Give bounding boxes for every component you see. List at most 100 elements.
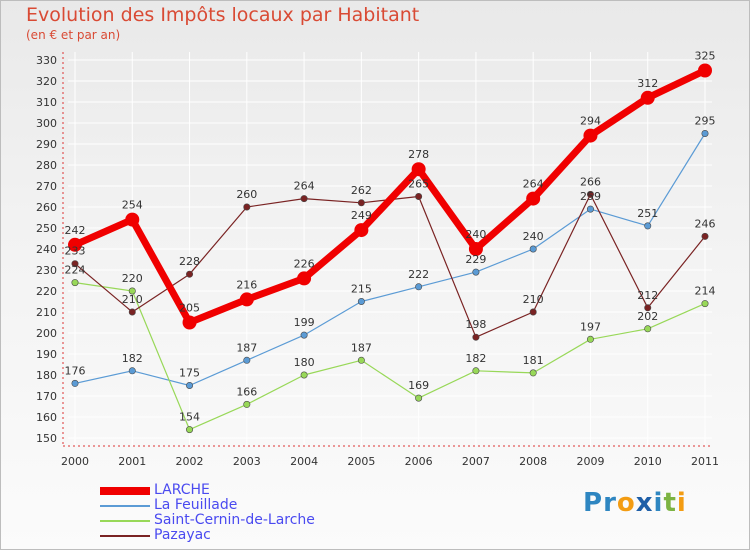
y-tick-label: 290 xyxy=(36,138,57,151)
data-label-pazayac: 233 xyxy=(65,245,86,258)
data-point-saint-cernin xyxy=(644,325,652,333)
data-point-pazayac xyxy=(701,232,709,240)
data-point-la-feuillade xyxy=(243,356,251,364)
data-label-larche: 226 xyxy=(294,257,315,270)
logo-letter: x xyxy=(635,488,654,518)
series-line-saint-cernin xyxy=(74,282,706,431)
data-label-larche: 254 xyxy=(122,199,143,212)
data-point-pazayac xyxy=(243,203,251,211)
data-point-la-feuillade xyxy=(128,367,136,375)
data-point-saint-cernin xyxy=(186,426,194,434)
y-tick-label: 200 xyxy=(36,327,57,340)
data-point-larche xyxy=(468,242,483,256)
data-label-pazayac: 210 xyxy=(122,293,143,306)
y-tick-label: 150 xyxy=(36,432,57,445)
y-tick-label: 160 xyxy=(36,411,57,424)
data-label-pazayac: 265 xyxy=(408,178,429,191)
data-label-larche: 249 xyxy=(351,209,372,222)
data-point-saint-cernin xyxy=(243,400,251,408)
data-label-larche: 312 xyxy=(637,77,658,90)
x-tick-label: 2005 xyxy=(347,455,375,468)
data-label-saint-cernin: 187 xyxy=(351,341,372,354)
y-tick-label: 250 xyxy=(36,222,57,235)
legend-swatch-saint-cernin xyxy=(100,520,150,522)
x-tick-label: 2007 xyxy=(462,455,490,468)
y-tick-label: 270 xyxy=(36,180,57,193)
data-point-pazayac xyxy=(586,190,594,198)
data-label-larche: 264 xyxy=(523,178,544,191)
data-label-la-feuillade: 176 xyxy=(65,364,86,377)
y-tick-label: 330 xyxy=(36,54,57,67)
data-point-larche xyxy=(411,162,426,177)
data-label-saint-cernin: 182 xyxy=(465,352,486,365)
y-tick-label: 280 xyxy=(36,159,57,172)
data-point-pazayac xyxy=(128,308,136,316)
data-point-pazayac xyxy=(357,199,365,207)
legend-label-la-feuillade: La Feuillade xyxy=(154,497,238,513)
y-tick-label: 230 xyxy=(36,264,57,277)
data-label-saint-cernin: 197 xyxy=(580,320,601,333)
x-tick-label: 2001 xyxy=(118,455,146,468)
data-label-la-feuillade: 215 xyxy=(351,283,372,296)
data-point-pazayac xyxy=(529,308,537,316)
logo-letter: o xyxy=(616,488,636,518)
data-point-la-feuillade xyxy=(701,130,709,138)
data-point-la-feuillade xyxy=(71,379,79,387)
chart-subtitle: (en € et par an) xyxy=(26,28,121,42)
data-point-la-feuillade xyxy=(357,297,365,305)
series-line-pazayac xyxy=(74,193,706,338)
legend: LARCHE La Feuillade Saint-Cernin-de-Larc… xyxy=(100,482,400,544)
y-tick-label: 240 xyxy=(36,243,57,256)
data-label-la-feuillade: 175 xyxy=(179,367,200,380)
x-tick-label: 2003 xyxy=(233,455,261,468)
y-tick-label: 170 xyxy=(36,390,57,403)
data-label-saint-cernin: 214 xyxy=(695,285,716,298)
data-point-la-feuillade xyxy=(415,283,423,291)
legend-swatch-larche xyxy=(100,487,150,495)
data-point-la-feuillade xyxy=(472,268,480,276)
series-line-larche xyxy=(71,67,709,326)
data-label-larche: 242 xyxy=(65,224,86,237)
data-label-larche: 240 xyxy=(465,228,486,241)
data-label-larche: 205 xyxy=(179,302,200,315)
data-label-la-feuillade: 240 xyxy=(523,230,544,243)
data-label-saint-cernin: 180 xyxy=(294,356,315,369)
data-point-larche xyxy=(239,292,254,307)
data-point-larche xyxy=(640,90,655,105)
data-label-la-feuillade: 295 xyxy=(695,115,716,128)
data-label-saint-cernin: 154 xyxy=(179,411,200,424)
data-point-saint-cernin xyxy=(71,279,79,287)
data-label-la-feuillade: 187 xyxy=(236,341,257,354)
legend-item-larche: LARCHE xyxy=(100,482,400,499)
data-point-pazayac xyxy=(415,193,423,201)
data-point-saint-cernin xyxy=(128,287,136,295)
data-label-la-feuillade: 199 xyxy=(294,316,315,329)
data-label-larche: 294 xyxy=(580,115,601,128)
logo-letter: r xyxy=(603,488,617,518)
data-label-pazayac: 212 xyxy=(637,289,658,302)
logo-letter: i xyxy=(653,488,664,518)
data-label-pazayac: 266 xyxy=(580,175,601,188)
y-tick-label: 220 xyxy=(36,285,57,298)
logo-letter: t xyxy=(663,488,677,518)
data-label-pazayac: 210 xyxy=(523,293,544,306)
data-point-la-feuillade xyxy=(644,222,652,230)
data-label-la-feuillade: 259 xyxy=(580,190,601,203)
data-point-larche xyxy=(354,223,369,238)
data-point-larche xyxy=(68,237,82,252)
data-label-larche: 216 xyxy=(236,278,257,291)
data-point-larche xyxy=(526,191,541,206)
y-tick-label: 190 xyxy=(36,348,57,361)
data-point-saint-cernin xyxy=(529,369,537,377)
data-label-saint-cernin: 166 xyxy=(236,385,257,398)
data-point-pazayac xyxy=(472,333,480,341)
data-label-pazayac: 264 xyxy=(294,180,315,193)
series-line-la-feuillade xyxy=(74,132,706,387)
data-label-saint-cernin: 224 xyxy=(65,264,86,277)
data-point-saint-cernin xyxy=(586,335,594,343)
data-label-larche: 325 xyxy=(695,50,716,63)
data-label-larche: 278 xyxy=(408,148,429,161)
data-point-saint-cernin xyxy=(701,300,709,308)
y-tick-label: 300 xyxy=(36,117,57,130)
proxiti-logo: Proxiti xyxy=(583,488,687,518)
